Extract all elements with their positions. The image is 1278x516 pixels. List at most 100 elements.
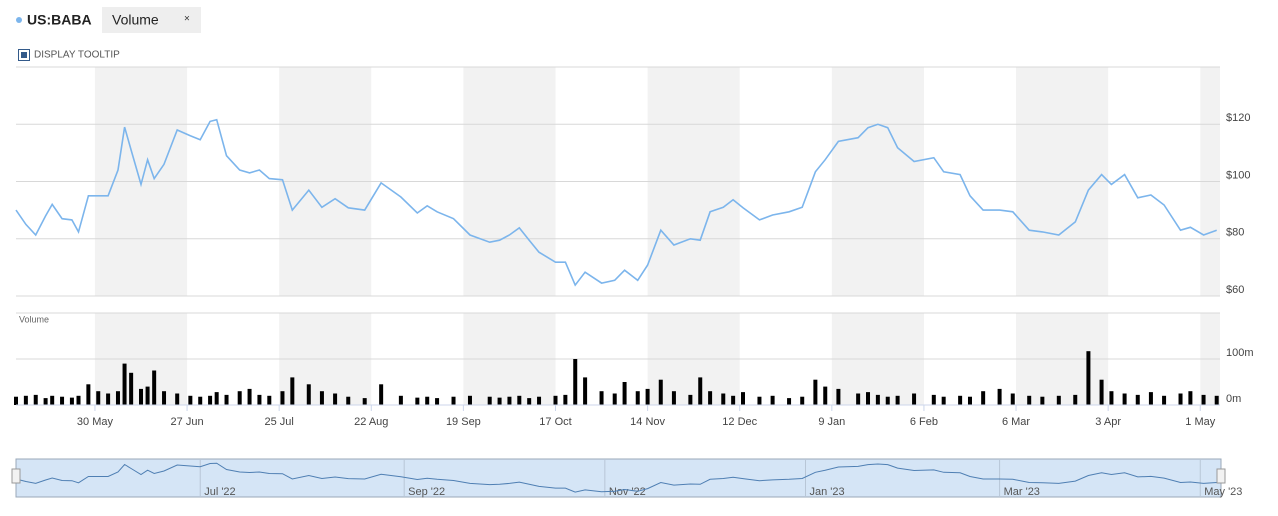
volume-bar	[398, 395, 403, 405]
volume-bar	[612, 393, 617, 405]
volume-bar	[237, 391, 242, 405]
x-tick-label: 27 Jun	[171, 416, 204, 428]
x-tick-label: 30 May	[77, 416, 114, 428]
price-line	[15, 118, 1217, 287]
volume-bar	[425, 396, 430, 405]
checkbox-check	[21, 52, 27, 58]
x-tick-label: 6 Feb	[910, 416, 938, 428]
navigator-label: Mar '23	[1004, 486, 1040, 498]
volume-bar	[145, 386, 150, 405]
volume-bar	[823, 386, 828, 405]
volume-bar	[721, 393, 726, 405]
volume-bar	[741, 392, 746, 405]
volume-bar	[866, 392, 871, 405]
volume-bar	[115, 391, 120, 405]
volume-bar	[14, 396, 18, 405]
navigator-line	[15, 462, 1217, 493]
volume-bar	[1188, 391, 1193, 405]
volume-bar	[333, 393, 338, 405]
volume-bar	[1135, 394, 1140, 405]
volume-bar	[1148, 392, 1153, 405]
x-tick-label: 17 Oct	[539, 416, 571, 428]
y-tick-label: 0m	[1226, 393, 1241, 405]
volume-bar	[69, 397, 74, 405]
volume-bar	[573, 359, 578, 405]
volume-bar	[435, 398, 440, 405]
volume-bar	[671, 391, 676, 405]
volume-bar	[599, 391, 604, 405]
volume-bar	[800, 396, 805, 405]
volume-bar	[527, 398, 532, 405]
volume-bar	[280, 391, 285, 405]
indicator-label[interactable]: Volume	[112, 12, 159, 28]
x-tick-label: 9 Jan	[818, 416, 845, 428]
volume-bar	[645, 388, 650, 405]
x-tick-label: 12 Dec	[722, 416, 757, 428]
x-tick-label: 6 Mar	[1002, 416, 1030, 428]
volume-bar	[507, 396, 512, 405]
volume-bar	[139, 388, 144, 405]
volume-bar	[1162, 395, 1167, 405]
volume-bar	[1214, 395, 1219, 405]
volume-bar	[981, 391, 986, 405]
volume-bar	[188, 395, 193, 405]
navigator-label: May '23	[1204, 486, 1242, 498]
navigator-label: Sep '22	[408, 486, 445, 498]
y-tick-label: $60	[1226, 284, 1244, 296]
volume-bar	[895, 395, 900, 405]
volume-bar	[415, 397, 420, 405]
volume-bar	[43, 398, 48, 405]
y-tick-label: $80	[1226, 227, 1244, 239]
volume-bar	[635, 391, 640, 405]
volume-bar	[958, 395, 963, 405]
volume-bar	[50, 395, 55, 405]
symbol-label[interactable]: US:BABA	[27, 12, 92, 28]
volume-bar	[813, 379, 818, 405]
volume-bar	[1099, 379, 1104, 405]
navigator-handle[interactable]	[1216, 468, 1226, 484]
volume-bar	[23, 395, 28, 405]
volume-bar	[60, 396, 65, 405]
volume-bar	[122, 363, 127, 405]
tooltip-label[interactable]: DISPLAY TOOLTIP	[34, 50, 120, 61]
volume-bar	[537, 396, 542, 405]
volume-bar	[96, 391, 101, 405]
series-dot	[16, 17, 22, 23]
volume-bar	[129, 372, 134, 405]
x-tick-label: 25 Jul	[264, 416, 293, 428]
volume-bar	[1073, 394, 1078, 405]
close-button[interactable]: ×	[184, 14, 190, 25]
navigator-label: Jan '23	[810, 486, 845, 498]
volume-bar	[306, 384, 311, 405]
x-tick-label: 22 Aug	[354, 416, 388, 428]
volume-bar	[731, 395, 736, 405]
volume-bar	[1122, 393, 1127, 405]
volume-bar	[553, 395, 558, 405]
indicator-tab[interactable]	[102, 7, 201, 33]
volume-bar	[487, 396, 492, 405]
volume-bar	[1056, 395, 1061, 405]
volume-bar	[931, 394, 936, 405]
volume-bar	[856, 393, 861, 405]
volume-bar	[247, 388, 252, 405]
volume-bar	[1201, 394, 1206, 405]
volume-bar	[787, 398, 792, 405]
volume-bar	[941, 396, 946, 405]
volume-bar	[175, 393, 180, 405]
volume-bar	[875, 394, 880, 405]
volume-bar	[467, 395, 472, 405]
volume-bar	[106, 393, 111, 405]
x-tick-label: 3 Apr	[1095, 416, 1121, 428]
volume-bar	[214, 392, 219, 405]
volume-bar	[379, 384, 384, 405]
volume-bar	[224, 394, 229, 405]
navigator-handle[interactable]	[11, 468, 21, 484]
volume-bar	[1109, 391, 1114, 405]
volume-bar	[33, 394, 38, 405]
navigator-label: Nov '22	[609, 486, 646, 498]
volume-bar	[1010, 393, 1015, 405]
volume-bar	[198, 396, 203, 405]
volume-bar	[688, 394, 693, 405]
volume-bar	[1178, 393, 1183, 405]
